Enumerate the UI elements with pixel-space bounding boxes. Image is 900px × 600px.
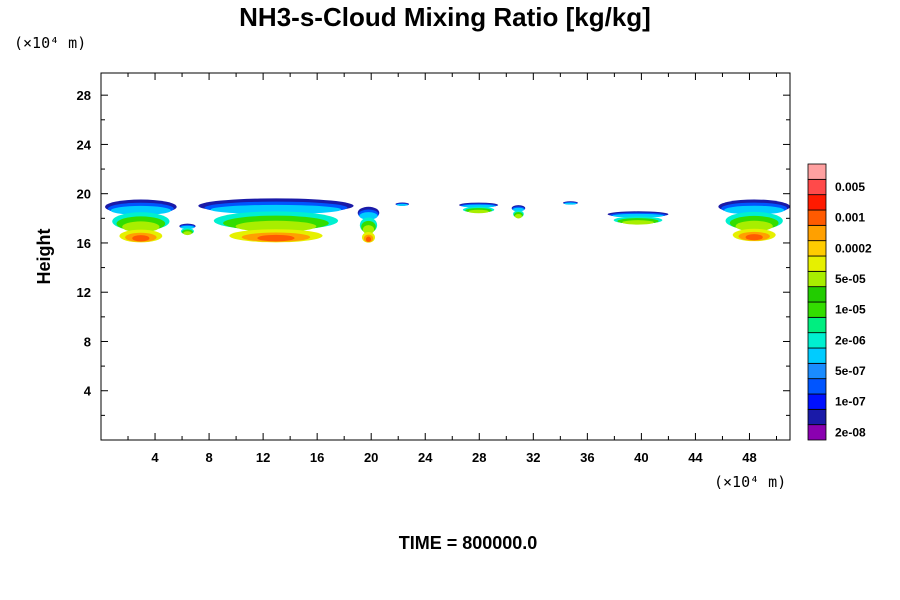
x-tick-label: 8: [205, 450, 212, 465]
cloud-region-3: [365, 236, 372, 242]
x-tick-label: 48: [742, 450, 756, 465]
y-tick-label: 28: [77, 88, 91, 103]
cloud-region-9: [724, 205, 785, 215]
y-tick-label: 24: [77, 137, 92, 152]
colorbar-swatch: [807, 301, 827, 318]
colorbar-label: 0.001: [835, 211, 865, 225]
cloud-region-9: [745, 234, 763, 241]
cloud-region-3: [362, 225, 375, 235]
colorbar-swatch: [807, 178, 827, 196]
x-axis-unit: (×10⁴ m): [714, 473, 786, 491]
y-axis-unit: (×10⁴ m): [14, 34, 86, 52]
y-tick-label: 20: [77, 187, 91, 202]
colorbar-label: 2e-08: [835, 425, 866, 439]
cloud-region-0: [110, 205, 171, 216]
colorbar-swatch: [807, 224, 827, 242]
colorbar-label: 1e-05: [835, 303, 866, 317]
x-tick-label: 44: [688, 450, 703, 465]
colorbar-swatch: [807, 194, 827, 211]
y-tick-label: 16: [77, 236, 91, 251]
colorbar-swatch: [807, 209, 827, 226]
colorbar-swatch: [807, 393, 827, 410]
cloud-region-9: [735, 220, 773, 232]
cloud-region-1: [180, 225, 195, 230]
x-tick-label: 20: [364, 450, 378, 465]
colorbar-label: 5e-05: [835, 272, 866, 286]
colorbar-swatch: [807, 316, 827, 334]
cloud-region-8: [612, 213, 664, 218]
x-tick-label: 4: [151, 450, 159, 465]
x-tick-label: 40: [634, 450, 648, 465]
colorbar-label: 2e-06: [835, 333, 866, 347]
plot-area: [101, 73, 790, 440]
colorbar-swatch: [807, 270, 827, 288]
colorbar-swatch: [807, 424, 827, 441]
cloud-region-3: [359, 212, 378, 220]
chart-title: NH3-s-Cloud Mixing Ratio [kg/kg]: [239, 2, 651, 32]
y-tick-label: 8: [84, 334, 91, 349]
cloud-region-0: [122, 221, 160, 233]
cloud-region-2: [210, 204, 342, 215]
colorbar-label: 1e-07: [835, 395, 866, 409]
colorbar-swatch: [807, 163, 827, 180]
cloud-region-2: [257, 234, 295, 242]
x-tick-label: 28: [472, 450, 486, 465]
plot-frame: [100, 72, 791, 441]
x-tick-label: 36: [580, 450, 594, 465]
y-tick-label: 12: [77, 285, 91, 300]
cloud-region-5: [468, 209, 489, 214]
x-tick-label: 32: [526, 450, 540, 465]
x-tick-label: 24: [418, 450, 433, 465]
cloud-field: [105, 198, 790, 243]
colorbar-swatch: [807, 240, 827, 257]
colorbar-swatch: [807, 332, 827, 349]
cloud-region-0: [132, 235, 150, 242]
colorbar-label: 0.0002: [835, 241, 872, 255]
colorbar-swatch: [807, 255, 827, 272]
time-label: TIME = 800000.0: [399, 533, 538, 553]
colorbar-swatch: [807, 286, 827, 303]
cloud-region-6: [514, 214, 522, 219]
x-tick-label: 12: [256, 450, 270, 465]
colorbar-swatch: [807, 362, 827, 380]
y-tick-label: 4: [84, 384, 92, 399]
cloud-region-4: [396, 203, 408, 206]
colorbar-label: 5e-07: [835, 364, 866, 378]
cloud-region-6: [512, 207, 525, 212]
x-tick-label: 16: [310, 450, 324, 465]
cloud-region-5: [462, 204, 496, 208]
colorbar-label: 0.005: [835, 180, 865, 194]
colorbar-swatch: [807, 347, 827, 364]
y-axis-label: Height: [34, 228, 54, 284]
colorbar-swatch: [807, 378, 827, 395]
cloud-region-7: [564, 202, 577, 205]
cloud-region-1: [183, 231, 192, 236]
cloud-region-8: [622, 220, 654, 225]
cloud-region-2: [235, 220, 317, 233]
colorbar-swatch: [807, 408, 827, 426]
